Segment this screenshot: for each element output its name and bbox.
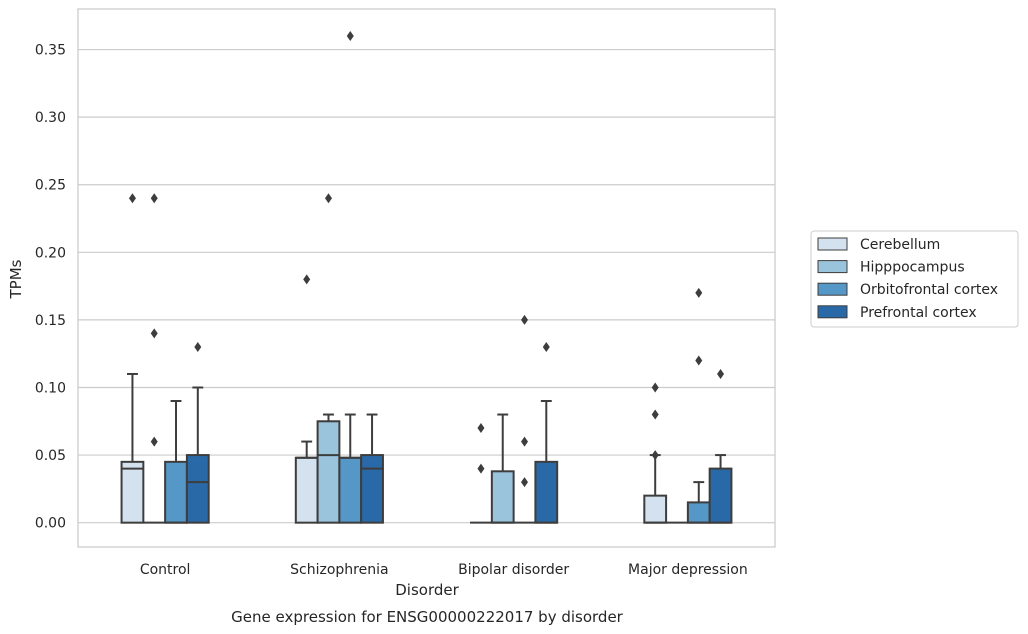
box-orbitofrontal-cortex: [513, 314, 536, 524]
box-orbitofrontal-cortex: [686, 287, 711, 524]
box-body: [708, 467, 733, 524]
chart-title: Gene expression for ENSG00000222017 by d…: [231, 608, 624, 626]
box-hipppocampus: [143, 193, 166, 524]
legend-swatch: [817, 260, 848, 274]
box-body: [360, 454, 384, 524]
outlier-point: [651, 450, 659, 461]
outlier-point: [521, 314, 529, 325]
legend-swatch: [817, 282, 848, 296]
outlier-point: [521, 436, 529, 447]
box-hipppocampus: [490, 413, 515, 524]
box-body: [316, 420, 341, 524]
outlier-point: [651, 382, 659, 393]
box-orbitofrontal-cortex: [338, 31, 363, 524]
box-cerebellum: [120, 193, 145, 524]
box-prefrontal-cortex: [185, 341, 210, 524]
y-tick-label: 0.35: [35, 43, 66, 59]
box-cerebellum: [470, 423, 492, 524]
box-body: [643, 494, 668, 524]
gridlines: [78, 48, 775, 524]
y-tick-label: 0.10: [35, 380, 66, 396]
box-orbitofrontal-cortex: [164, 400, 188, 524]
outlier-point: [477, 463, 485, 474]
outlier-point: [477, 423, 485, 434]
y-tick-label: 0.00: [35, 516, 66, 532]
outlier-point: [521, 477, 529, 488]
outlier-point: [194, 341, 202, 352]
box-body: [338, 456, 363, 524]
outlier-point: [651, 409, 659, 420]
box-hipppocampus: [316, 193, 341, 524]
outlier-point: [717, 368, 725, 379]
legend-label: Hipppocampus: [860, 260, 965, 276]
box-body: [164, 460, 188, 524]
box-prefrontal-cortex: [534, 341, 559, 524]
y-axis-ticks: 0.00 0.05 0.10 0.15 0.20 0.25 0.30 0.35: [35, 43, 66, 532]
box-cerebellum: [294, 274, 319, 524]
legend: Cerebellum Hipppocampus Orbitofrontal cort…: [810, 230, 1019, 328]
y-tick-label: 0.25: [35, 178, 66, 194]
box-body: [185, 454, 210, 524]
box-body: [120, 460, 145, 524]
y-tick-label: 0.05: [35, 448, 66, 464]
y-axis-label: TPMs: [7, 259, 25, 299]
x-tick-label: Schizophrenia: [290, 562, 388, 578]
outlier-point: [128, 193, 136, 204]
outlier-point: [324, 193, 332, 204]
outlier-point: [150, 193, 158, 204]
outlier-point: [346, 31, 354, 42]
outlier-point: [150, 328, 158, 339]
outlier-point: [303, 274, 311, 285]
y-tick-label: 0.30: [35, 110, 66, 126]
legend-swatch: [817, 305, 848, 319]
x-axis-ticks: Control Schizophrenia Bipolar disorder Majo…: [140, 562, 748, 578]
outlier-point: [542, 341, 550, 352]
outlier-point: [150, 436, 158, 447]
legend-label: Prefrontal cortex: [860, 305, 977, 321]
box-body: [490, 470, 515, 524]
legend-label: Orbitofrontal cortex: [860, 282, 998, 298]
box-body: [294, 456, 319, 524]
outlier-point: [695, 355, 703, 366]
legend-frame: [810, 230, 1019, 328]
box-prefrontal-cortex: [360, 413, 384, 524]
box-prefrontal-cortex: [708, 368, 733, 524]
box-body: [686, 501, 711, 524]
x-tick-label: Control: [140, 562, 191, 578]
box-body: [534, 460, 559, 524]
x-tick-label: Bipolar disorder: [458, 562, 569, 578]
x-tick-label: Major depression: [628, 562, 748, 578]
y-tick-label: 0.15: [35, 313, 66, 329]
y-tick-label: 0.20: [35, 245, 66, 261]
legend-label: Cerebellum: [860, 237, 940, 253]
plot-area-frame: [77, 8, 776, 548]
box-plot-marks: [120, 31, 733, 524]
box-cerebellum: [643, 382, 668, 524]
outlier-point: [695, 287, 703, 298]
legend-swatch: [817, 237, 848, 251]
x-axis-label: Disorder: [395, 581, 459, 599]
legend-items: Cerebellum Hipppocampus Orbitofrontal cort…: [817, 237, 998, 321]
